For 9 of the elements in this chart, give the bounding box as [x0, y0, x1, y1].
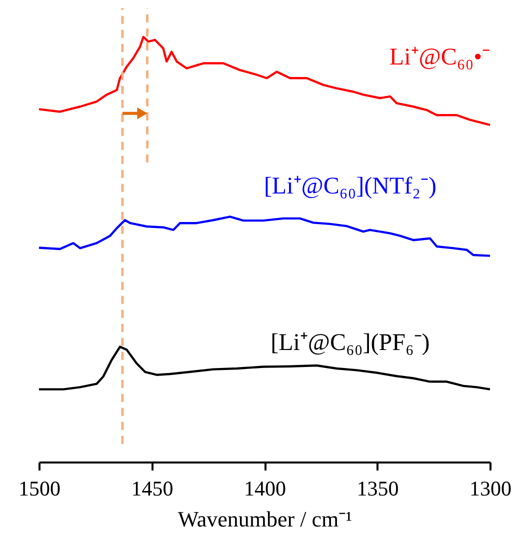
x-axis-title: Wavenumber / cm⁻¹: [178, 506, 352, 532]
x-tick-label: 1400: [244, 476, 286, 500]
series-label: Li⁺@C₆₀•⁻: [389, 44, 490, 70]
x-tick-label: 1500: [18, 476, 60, 500]
x-tick-label: 1450: [131, 476, 174, 500]
series-label: [Li⁺@C₆₀](PF₆⁻): [270, 330, 430, 356]
x-tick-label: 1350: [356, 476, 399, 500]
x-tick-label: 1300: [470, 476, 512, 500]
series-label: [Li⁺@C₆₀](NTf₂⁻): [264, 174, 436, 200]
